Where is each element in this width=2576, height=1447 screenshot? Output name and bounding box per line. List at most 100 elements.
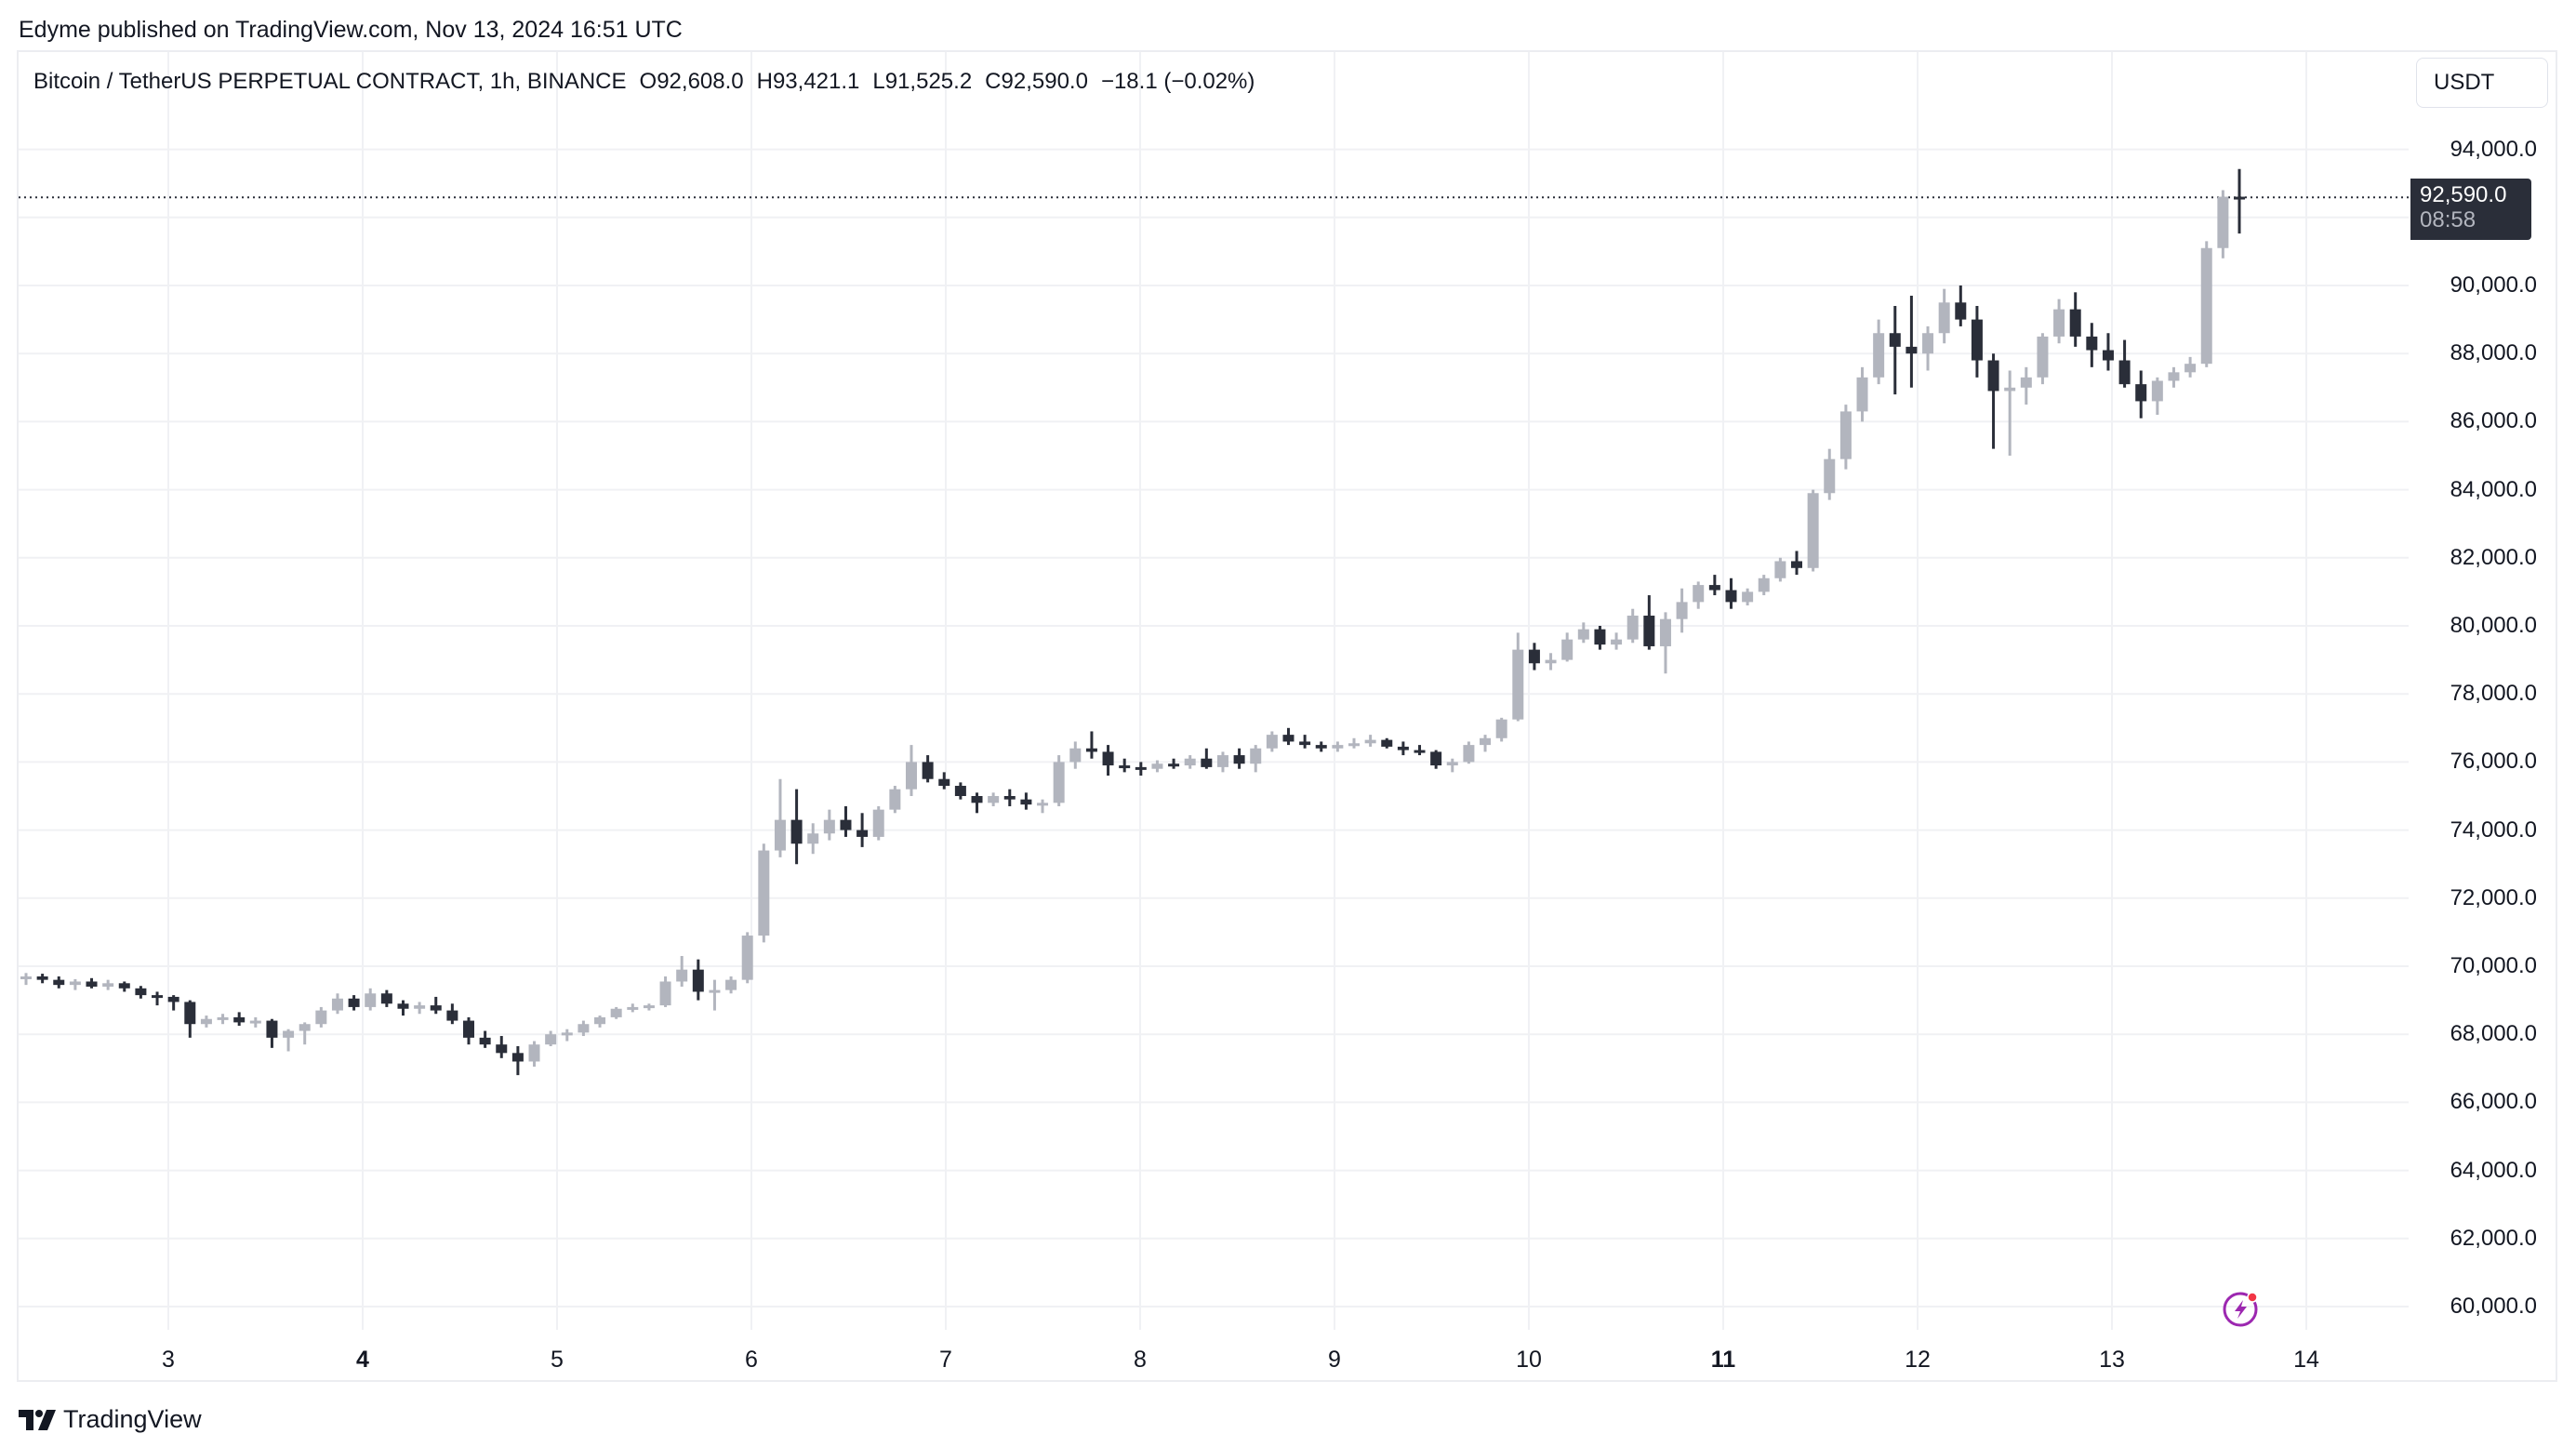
price-tick: 78,000.0: [2450, 681, 2537, 707]
currency-button[interactable]: USDT: [2416, 58, 2548, 108]
time-tick: 10: [1516, 1347, 1542, 1373]
legend-low: L91,525.2: [872, 69, 973, 94]
candle: [1037, 799, 1049, 814]
candle: [496, 1036, 508, 1058]
candle: [1168, 758, 1180, 769]
candle: [922, 755, 934, 783]
price-tick: 66,000.0: [2450, 1089, 2537, 1115]
candle: [1430, 750, 1442, 769]
price-tick: 86,000.0: [2450, 408, 2537, 434]
candle: [1003, 789, 1016, 806]
legend-high: H93,421.1: [756, 69, 860, 94]
candle: [709, 979, 721, 1011]
chart-plot-area[interactable]: [19, 52, 2409, 1330]
candle: [1397, 741, 1409, 756]
price-tick: 94,000.0: [2450, 136, 2537, 162]
candle: [1807, 489, 1819, 572]
time-scale[interactable]: 3 4 5 6 7 8 9 10 11 12 13 14: [19, 1330, 2409, 1380]
candle: [1495, 717, 1507, 742]
candle: [2184, 356, 2197, 378]
legend-close: C92,590.0: [985, 69, 1088, 94]
candle: [1348, 737, 1360, 749]
candle: [906, 745, 917, 796]
bar-countdown: 08:58: [2420, 207, 2476, 232]
legend-change: −18.1 (−0.02%): [1100, 69, 1255, 94]
candle: [299, 1022, 311, 1045]
candle: [545, 1030, 557, 1047]
candle: [1069, 741, 1082, 769]
candle: [1577, 622, 1589, 644]
candle: [954, 782, 966, 800]
candle: [1955, 285, 1967, 326]
candle: [1119, 758, 1131, 773]
candle: [2102, 333, 2114, 371]
candle: [118, 981, 130, 992]
candle: [1889, 305, 1901, 395]
candle: [2234, 168, 2245, 234]
tradingview-logo-text: TradingView: [63, 1405, 202, 1433]
candle: [2037, 333, 2049, 385]
time-tick: 11: [1710, 1347, 1736, 1373]
time-tick: 14: [2293, 1347, 2319, 1373]
candle: [872, 805, 884, 841]
chart-legend: Bitcoin / TetherUS PERPETUAL CONTRACT, 1…: [33, 69, 1268, 95]
candle: [1299, 735, 1311, 749]
candle: [315, 1006, 327, 1028]
candle: [2200, 241, 2212, 367]
price-tick: 70,000.0: [2450, 953, 2537, 978]
candle: [1201, 748, 1213, 769]
candle: [1856, 366, 1868, 422]
candle: [1971, 305, 1983, 378]
time-tick: 8: [1134, 1347, 1147, 1373]
candle: [1725, 577, 1737, 609]
candle: [1676, 588, 1688, 633]
candle: [1233, 748, 1245, 769]
tradingview-logo[interactable]: TradingView: [19, 1405, 202, 1434]
candle: [1659, 612, 1671, 674]
price-tick: 60,000.0: [2450, 1294, 2537, 1319]
candle: [102, 979, 114, 990]
candle: [479, 1030, 491, 1048]
candle: [1758, 575, 1770, 596]
candle: [69, 978, 81, 990]
tradingview-logo-icon: [19, 1409, 56, 1430]
candle: [1364, 735, 1376, 747]
candle: [2118, 339, 2131, 388]
candle: [578, 1020, 590, 1037]
legend-open: O92,608.0: [639, 69, 744, 94]
candle: [774, 778, 786, 857]
candle: [1381, 737, 1393, 749]
candle: [2151, 377, 2163, 416]
candle: [988, 792, 1000, 806]
candle: [643, 1003, 655, 1011]
candle: [266, 1018, 278, 1048]
price-tick: 62,000.0: [2450, 1225, 2537, 1251]
candle: [840, 805, 852, 837]
candle: [741, 932, 753, 984]
candle: [1315, 741, 1327, 752]
candle: [1250, 745, 1262, 773]
candle: [1480, 735, 1492, 752]
candle: [348, 995, 360, 1011]
price-scale[interactable]: 94,000.0 90,000.0 88,000.0 86,000.0 84,000.0…: [2409, 52, 2556, 1330]
candle: [1922, 325, 1934, 371]
candle: [1102, 745, 1114, 777]
candle: [1528, 643, 1540, 670]
candle: [1332, 741, 1344, 752]
candle: [2086, 323, 2098, 367]
candle: [1446, 758, 1458, 773]
candle: [1938, 288, 1950, 344]
candle: [233, 1012, 246, 1027]
time-tick: 12: [1905, 1347, 1931, 1373]
candle: [184, 1000, 196, 1038]
candle: [1987, 353, 1999, 449]
time-tick: 6: [745, 1347, 758, 1373]
lightning-icon[interactable]: [2222, 1289, 2261, 1328]
time-tick: 9: [1328, 1347, 1341, 1373]
last-price-label: 92,590.0 08:58: [2410, 179, 2531, 240]
candle: [1643, 595, 1655, 650]
legend-symbol: Bitcoin / TetherUS PERPETUAL CONTRACT, 1…: [33, 69, 627, 94]
candle: [397, 1000, 409, 1016]
candle: [610, 1006, 622, 1019]
candle: [1594, 626, 1606, 650]
